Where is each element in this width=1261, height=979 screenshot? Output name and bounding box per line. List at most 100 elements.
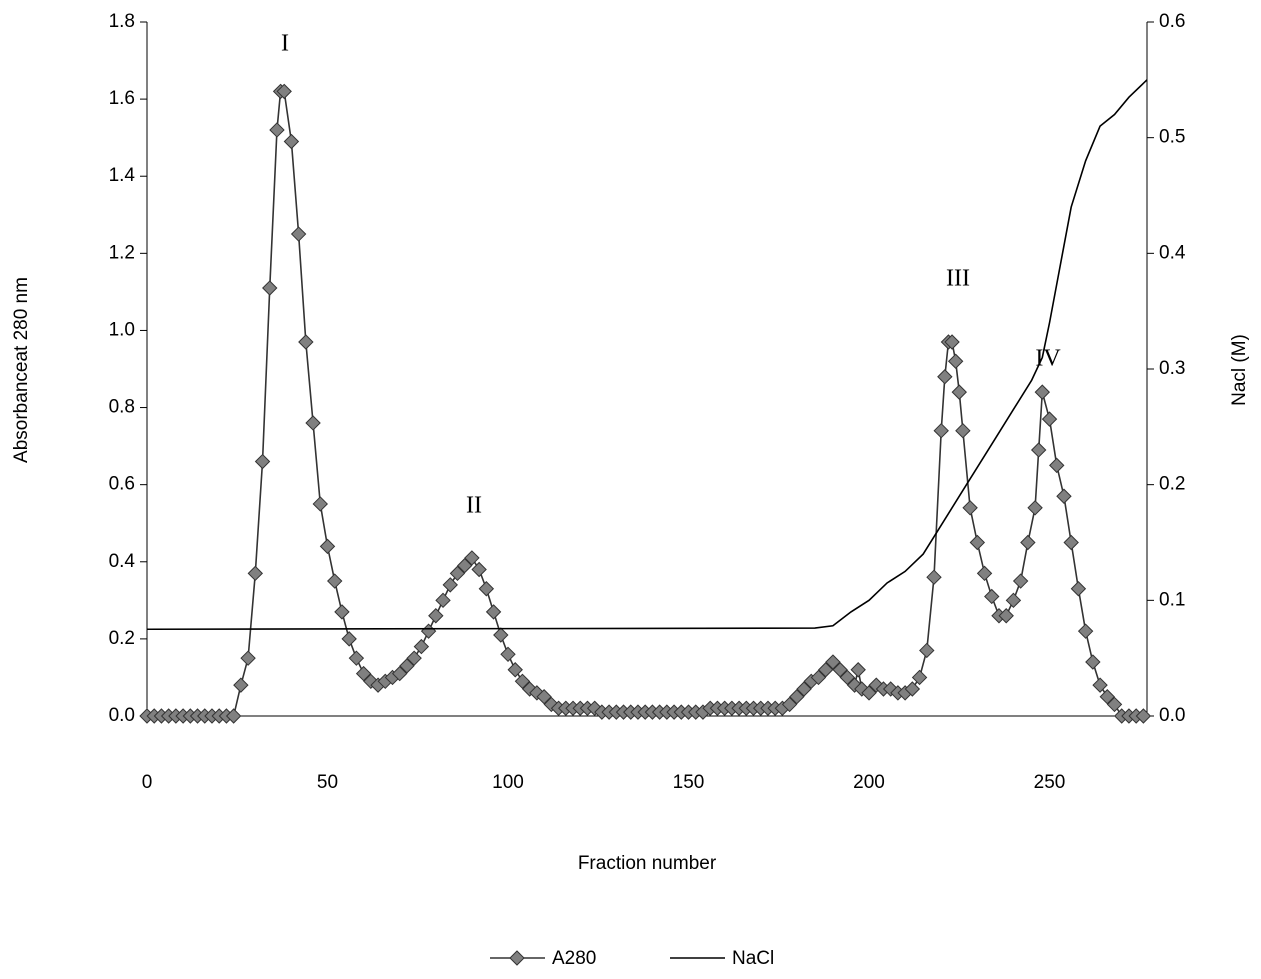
y-tick-label: 0.6 (109, 474, 135, 495)
data-point (290, 226, 307, 242)
data-point (861, 685, 877, 701)
y2-tick-label: 0.0 (1159, 705, 1185, 726)
data-point (269, 122, 285, 138)
peak-label: I (281, 31, 289, 57)
y2-tick-label: 0.6 (1159, 11, 1185, 32)
data-point (1030, 442, 1047, 458)
data-point (976, 565, 993, 582)
data-point (1063, 534, 1079, 551)
data-point (850, 662, 866, 678)
data-point (420, 623, 437, 639)
x-axis-title: Fraction number (578, 853, 717, 874)
data-point (485, 604, 502, 620)
data-point (1135, 708, 1152, 724)
data-point (442, 577, 458, 593)
data-point (240, 650, 256, 666)
data-point (507, 662, 523, 678)
data-point (933, 422, 949, 439)
data-point (327, 573, 343, 589)
data-point (464, 550, 480, 566)
data-point (500, 646, 516, 663)
data-point (832, 662, 848, 678)
data-point (1092, 677, 1108, 693)
y2-tick-label: 0.4 (1159, 242, 1186, 263)
peak-label: II (466, 493, 482, 519)
x-tick-label: 50 (317, 772, 338, 793)
data-point (984, 588, 1000, 605)
y-axis-title: Absorbanceat 280 nm (11, 277, 32, 463)
data-point (947, 353, 964, 369)
y2-tick-label: 0.3 (1159, 358, 1185, 379)
y-tick-label: 1.0 (109, 319, 135, 340)
data-point (262, 280, 278, 296)
peak-label: III (946, 266, 970, 292)
y2-tick-label: 0.2 (1159, 474, 1185, 495)
x-tick-label: 0 (142, 772, 153, 793)
data-point (413, 638, 430, 655)
data-point (348, 650, 365, 666)
data-point (998, 608, 1014, 624)
data-point (1106, 696, 1123, 713)
data-point (1056, 488, 1072, 504)
data-point (839, 669, 856, 686)
data-point (406, 650, 422, 666)
y-tick-label: 1.8 (109, 11, 135, 32)
data-point (276, 83, 292, 100)
x-tick-label: 250 (1034, 772, 1066, 793)
data-point (810, 669, 827, 686)
data-point (341, 631, 357, 647)
legend-label: A280 (552, 948, 596, 969)
data-point (514, 673, 531, 690)
y2-axis-title: Nacl (M) (1229, 334, 1250, 406)
data-point (1099, 689, 1115, 705)
series-line (146, 79, 1148, 631)
data-point (312, 496, 328, 512)
data-point (904, 681, 921, 697)
series-line (147, 90, 1144, 717)
data-point (1070, 581, 1087, 597)
data-point (1005, 592, 1022, 609)
data-point (944, 334, 960, 350)
y-tick-label: 0.2 (109, 628, 135, 649)
y2-tick-label: 0.5 (1159, 127, 1185, 148)
data-point (1077, 623, 1094, 639)
data-point (319, 538, 336, 555)
data-point (789, 689, 805, 705)
data-point (536, 689, 552, 705)
data-point (926, 569, 942, 585)
data-point (456, 557, 473, 574)
data-point (1012, 573, 1029, 589)
data-point (399, 658, 415, 674)
data-point (355, 665, 372, 682)
data-point (919, 642, 935, 659)
y-tick-label: 1.6 (109, 88, 135, 109)
data-point (233, 677, 249, 693)
data-point (962, 500, 978, 516)
data-point (305, 415, 321, 431)
data-point (392, 665, 408, 682)
data-point (449, 565, 466, 582)
data-point (951, 384, 967, 400)
data-point (471, 561, 487, 578)
legend-marker (509, 950, 525, 966)
legend-label: NaCl (732, 948, 774, 969)
y-tick-label: 0.0 (109, 705, 135, 726)
y2-tick-label: 0.1 (1159, 589, 1185, 610)
data-point (298, 334, 314, 350)
data-point (1020, 534, 1036, 551)
data-point (937, 369, 953, 385)
data-point (493, 627, 509, 643)
data-point (283, 133, 300, 150)
data-point (334, 604, 350, 620)
data-point (911, 669, 928, 686)
y-tick-label: 0.4 (109, 551, 136, 572)
data-point (1049, 457, 1065, 474)
data-point (254, 453, 271, 470)
data-point (817, 662, 834, 678)
data-point (796, 681, 812, 697)
data-point (1041, 411, 1058, 427)
data-point (247, 565, 264, 582)
y-tick-label: 1.4 (109, 165, 136, 186)
data-point (1085, 654, 1101, 670)
